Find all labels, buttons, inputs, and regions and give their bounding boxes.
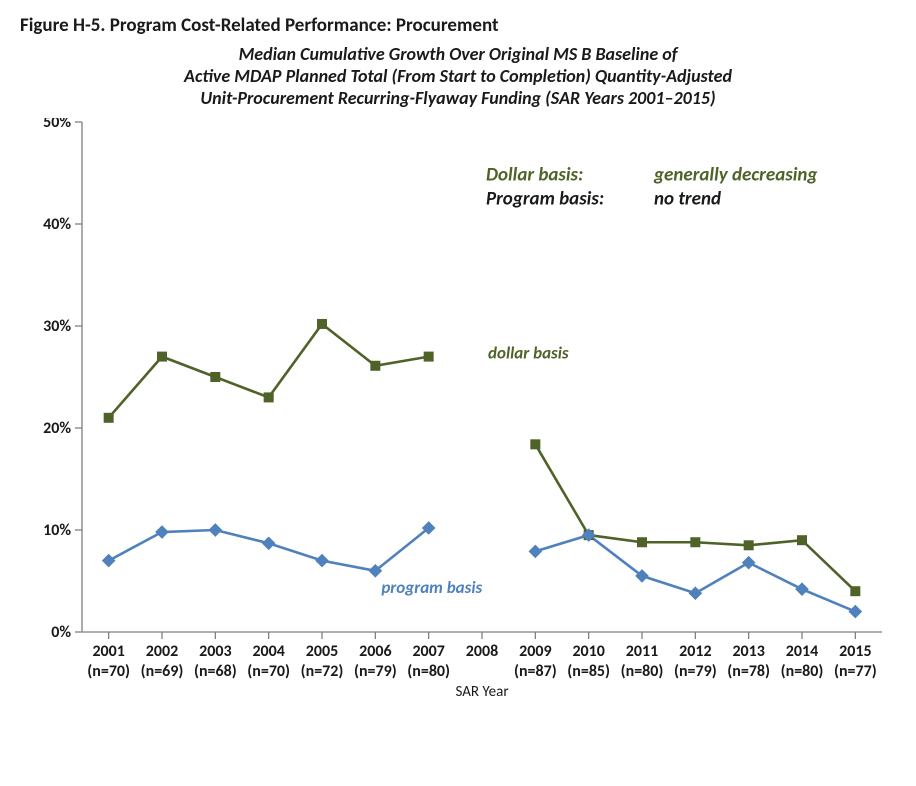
y-tick-label: 30% <box>43 317 71 336</box>
x-tick-year: 2007 <box>412 642 444 661</box>
marker-program <box>102 553 116 567</box>
marker-dollar <box>157 351 167 361</box>
marker-dollar <box>637 537 647 547</box>
x-tick-year: 2015 <box>839 642 871 661</box>
x-tick-n: (n=80) <box>621 662 664 681</box>
y-tick-label: 10% <box>43 521 71 540</box>
marker-dollar <box>690 537 700 547</box>
y-tick-label: 0% <box>51 623 71 642</box>
marker-program <box>849 604 863 618</box>
x-tick-n: (n=79) <box>674 662 717 681</box>
chart-subtitle: Median Cumulative Growth Over Original M… <box>20 44 896 110</box>
x-axis-title: SAR Year <box>455 683 508 701</box>
marker-dollar <box>370 360 380 370</box>
x-tick-n: (n=77) <box>834 662 877 681</box>
x-tick-year: 2012 <box>679 642 711 661</box>
marker-program <box>529 544 543 558</box>
x-tick-n: (n=70) <box>247 662 290 681</box>
marker-program <box>262 536 276 550</box>
x-tick-year: 2001 <box>92 642 124 661</box>
marker-dollar <box>744 540 754 550</box>
marker-dollar <box>104 412 114 422</box>
marker-dollar <box>797 535 807 545</box>
x-tick-year: 2005 <box>306 642 338 661</box>
marker-dollar <box>317 319 327 329</box>
x-tick-n: (n=80) <box>781 662 824 681</box>
x-tick-year: 2014 <box>786 642 818 661</box>
x-tick-year: 2003 <box>199 642 231 661</box>
legend-value: no trend <box>654 187 721 210</box>
marker-program <box>742 555 756 569</box>
marker-dollar <box>530 439 540 449</box>
subtitle-line: Median Cumulative Growth Over Original M… <box>239 43 678 65</box>
series-label-dollar: dollar basis <box>488 342 569 363</box>
y-tick-label: 20% <box>43 419 71 438</box>
x-tick-year: 2006 <box>359 642 391 661</box>
x-tick-year: 2008 <box>466 642 498 661</box>
marker-dollar <box>210 372 220 382</box>
legend-label: Dollar basis: <box>486 163 583 186</box>
x-tick-year: 2002 <box>146 642 178 661</box>
marker-dollar <box>850 586 860 596</box>
y-tick-label: 50% <box>43 118 71 132</box>
x-tick-year: 2013 <box>732 642 764 661</box>
marker-program <box>315 553 329 567</box>
legend-label: Program basis: <box>486 187 604 210</box>
series-line-dollar <box>535 444 855 591</box>
x-tick-n: (n=72) <box>301 662 344 681</box>
x-tick-n: (n=78) <box>727 662 770 681</box>
x-tick-n: (n=79) <box>354 662 397 681</box>
marker-program <box>795 582 809 596</box>
y-tick-label: 40% <box>43 215 71 234</box>
marker-dollar <box>424 351 434 361</box>
subtitle-line: Active MDAP Planned Total (From Start to… <box>184 65 732 87</box>
marker-program <box>689 586 703 600</box>
x-tick-n: (n=69) <box>141 662 184 681</box>
marker-program <box>209 523 223 537</box>
chart-svg: 0%10%20%30%40%50%2001(n=70)2002(n=69)200… <box>20 118 892 708</box>
series-label-program: program basis <box>381 576 482 597</box>
x-tick-year: 2011 <box>626 642 658 661</box>
subtitle-line: Unit-Procurement Recurring-Flyaway Fundi… <box>200 87 715 109</box>
x-tick-year: 2004 <box>252 642 284 661</box>
figure-title: Figure H-5. Program Cost-Related Perform… <box>20 14 896 38</box>
legend-value: generally decreasing <box>653 163 817 186</box>
x-tick-year: 2010 <box>572 642 604 661</box>
x-tick-n: (n=80) <box>407 662 450 681</box>
x-tick-n: (n=68) <box>194 662 237 681</box>
marker-dollar <box>264 392 274 402</box>
x-tick-n: (n=70) <box>87 662 130 681</box>
series-line-dollar <box>109 324 429 418</box>
x-tick-n: (n=87) <box>514 662 557 681</box>
x-tick-year: 2009 <box>519 642 551 661</box>
x-tick-n: (n=85) <box>567 662 610 681</box>
chart-area: 0%10%20%30%40%50%2001(n=70)2002(n=69)200… <box>20 118 896 708</box>
marker-program <box>155 525 169 539</box>
